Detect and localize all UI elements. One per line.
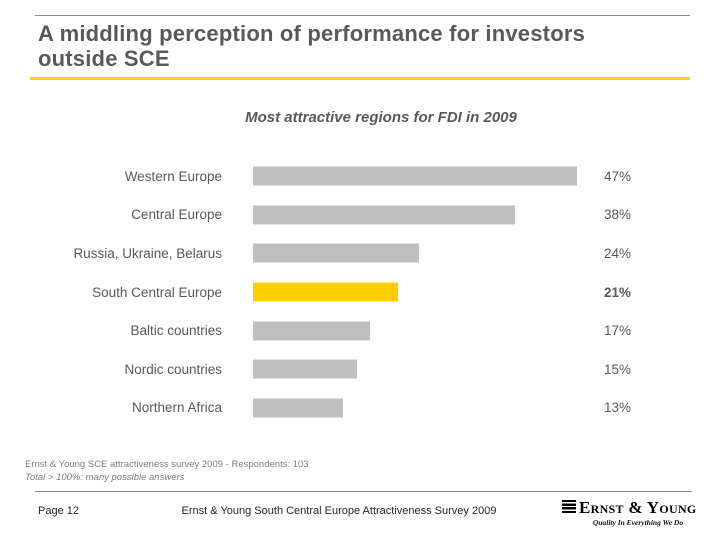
header-top-rule bbox=[35, 15, 690, 16]
logo-tagline: Quality In Everything We Do bbox=[592, 518, 684, 527]
value-label: 17% bbox=[604, 323, 632, 339]
chart-row: Central Europe 38% bbox=[0, 196, 720, 235]
category-label: South Central Europe bbox=[92, 284, 222, 300]
chart-row: Nordic countries 15% bbox=[0, 350, 720, 389]
value-label: 38% bbox=[604, 207, 632, 223]
footer-rule bbox=[35, 491, 692, 492]
footer-survey-title: Ernst & Young South Central Europe Attra… bbox=[181, 505, 497, 517]
footnote-note: Total > 100%: many possible answers bbox=[25, 472, 185, 484]
bar bbox=[253, 205, 515, 225]
chart-row: Russia, Ukraine, Belarus 24% bbox=[0, 234, 720, 273]
bar-highlighted bbox=[253, 282, 398, 302]
page-number: Page 12 bbox=[38, 505, 79, 517]
category-label: Northern Africa bbox=[131, 400, 222, 416]
category-label: Nordic countries bbox=[124, 361, 222, 377]
value-label: 24% bbox=[604, 245, 632, 261]
bar bbox=[253, 166, 577, 186]
chart-row: Baltic countries 17% bbox=[0, 311, 720, 350]
chart-row: Western Europe 47% bbox=[0, 157, 720, 196]
chart-row: South Central Europe 21% bbox=[0, 273, 720, 312]
title-accent-rule bbox=[30, 77, 690, 80]
footnote-source: Ernst & Young SCE attractiveness survey … bbox=[25, 459, 309, 470]
category-label: Baltic countries bbox=[130, 323, 222, 339]
logo-wordmark: Ernst & Young bbox=[579, 498, 697, 517]
bar bbox=[253, 359, 357, 379]
value-label: 15% bbox=[604, 361, 632, 377]
bar bbox=[253, 398, 343, 418]
chart-row: Northern Africa 13% bbox=[0, 389, 720, 428]
bar bbox=[253, 243, 419, 263]
value-label: 21% bbox=[604, 284, 632, 300]
chart-rows: Western Europe 47% Central Europe 38% Russia… bbox=[0, 157, 720, 427]
ernst-young-logo: Ernst & Young Quality In Everything We D… bbox=[562, 499, 698, 527]
ey-beam-icon bbox=[562, 500, 576, 514]
category-label: Russia, Ukraine, Belarus bbox=[73, 245, 222, 261]
bar bbox=[253, 321, 370, 341]
logo-row: Ernst & Young bbox=[562, 499, 698, 516]
source-footnotes: Ernst & Young SCE attractiveness survey … bbox=[25, 458, 309, 485]
value-label: 13% bbox=[604, 400, 632, 416]
category-label: Central Europe bbox=[131, 207, 222, 223]
category-label: Western Europe bbox=[124, 168, 222, 184]
chart-title: Most attractive regions for FDI in 2009 bbox=[245, 109, 517, 126]
value-label: 47% bbox=[604, 168, 632, 184]
slide-title: A middling perception of performance for… bbox=[38, 21, 586, 72]
